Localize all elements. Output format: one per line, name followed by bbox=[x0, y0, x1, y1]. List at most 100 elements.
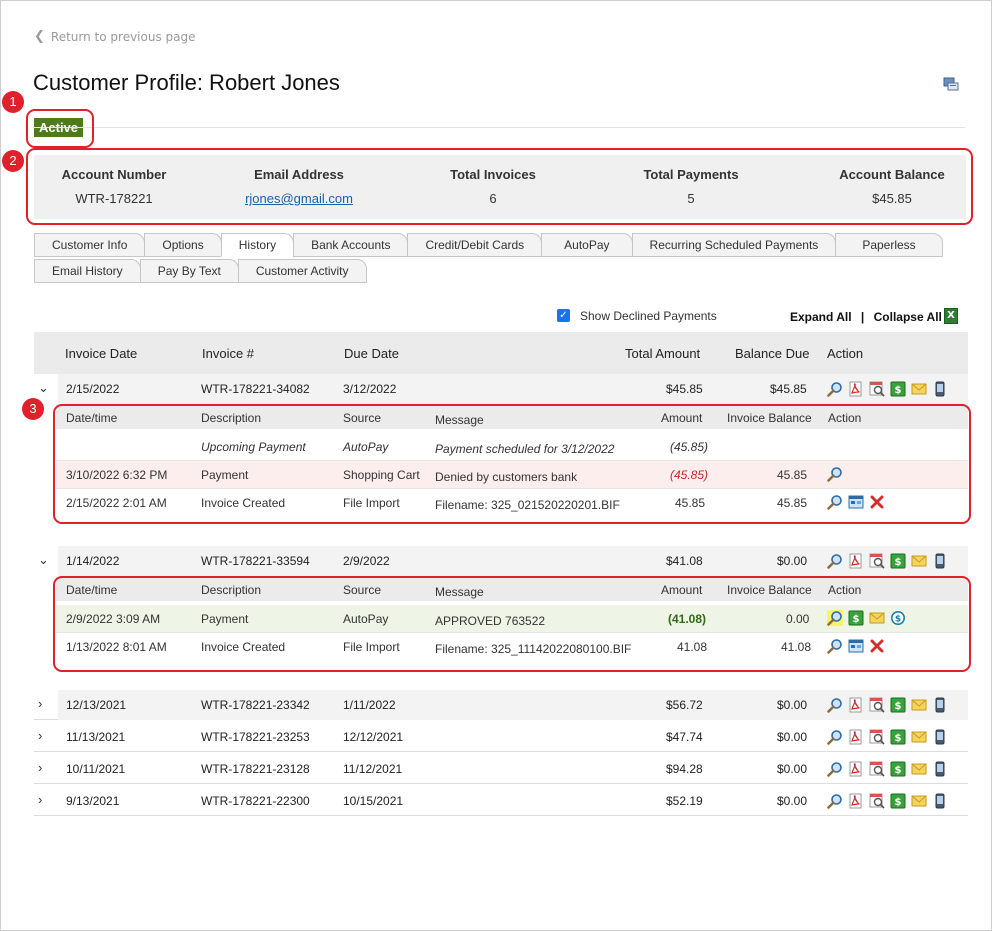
pdf-preview-icon[interactable] bbox=[869, 729, 885, 745]
divider bbox=[33, 127, 965, 128]
excel-export-icon[interactable]: X bbox=[944, 308, 958, 324]
tab-credit-debit-cards[interactable]: Credit/Debit Cards bbox=[407, 233, 543, 257]
collapse-all-button[interactable]: Collapse All bbox=[873, 310, 942, 324]
envelope-icon[interactable] bbox=[911, 697, 927, 713]
page-title: Customer Profile: Robert Jones bbox=[33, 70, 340, 95]
pdf-preview-icon[interactable] bbox=[869, 761, 885, 777]
svg-text:$: $ bbox=[895, 765, 902, 776]
tab-customer-activity[interactable]: Customer Activity bbox=[237, 259, 367, 283]
dollar-payment-icon[interactable]: $ bbox=[890, 697, 906, 713]
tab-options[interactable]: Options bbox=[144, 233, 222, 257]
print-icon[interactable] bbox=[943, 76, 959, 92]
dollar-payment-icon[interactable]: $ bbox=[890, 553, 906, 569]
magnifier-icon[interactable] bbox=[827, 638, 843, 654]
account-summary: Account Number WTR-178221 Email Address … bbox=[34, 155, 966, 219]
pdf-preview-icon[interactable] bbox=[869, 381, 885, 397]
pdf-icon[interactable] bbox=[848, 553, 864, 569]
expand-chevron-icon[interactable]: › bbox=[38, 696, 43, 711]
dollar-payment-icon[interactable]: $ bbox=[890, 381, 906, 397]
svg-text:$: $ bbox=[895, 385, 902, 396]
edit-invoice-icon[interactable] bbox=[848, 638, 864, 654]
expand-chevron-icon[interactable]: › bbox=[38, 792, 43, 807]
pdf-preview-icon[interactable] bbox=[869, 553, 885, 569]
envelope-icon[interactable] bbox=[911, 553, 927, 569]
envelope-icon[interactable] bbox=[911, 729, 927, 745]
invoice-row: › 12/13/2021 WTR-178221-23342 1/11/2022 … bbox=[34, 690, 968, 720]
collapse-chevron-icon[interactable]: ⌄ bbox=[38, 380, 49, 395]
pdf-preview-icon[interactable] bbox=[869, 697, 885, 713]
pdf-icon[interactable] bbox=[848, 793, 864, 809]
detail-row: 1/13/2022 8:01 AM Invoice Created File I… bbox=[66, 640, 812, 656]
envelope-icon[interactable] bbox=[869, 610, 885, 626]
svg-text:$: $ bbox=[895, 615, 901, 625]
tabs-row-2: Email History Pay By Text Customer Activ… bbox=[34, 259, 367, 283]
magnifier-icon[interactable] bbox=[827, 793, 843, 809]
expand-chevron-icon[interactable]: › bbox=[38, 760, 43, 775]
mobile-phone-icon[interactable] bbox=[932, 697, 948, 713]
svg-text:$: $ bbox=[895, 797, 902, 808]
show-declined-label: Show Declined Payments bbox=[580, 309, 717, 323]
pdf-icon[interactable] bbox=[848, 697, 864, 713]
magnifier-icon[interactable] bbox=[827, 466, 843, 482]
expand-all-button[interactable]: Expand All bbox=[790, 310, 852, 324]
mobile-phone-icon[interactable] bbox=[932, 381, 948, 397]
tab-pay-by-text[interactable]: Pay By Text bbox=[139, 259, 239, 283]
show-declined-checkbox[interactable]: ✓ bbox=[557, 309, 570, 322]
mobile-phone-icon[interactable] bbox=[932, 761, 948, 777]
chevron-left-icon: ❮ bbox=[34, 29, 45, 44]
tab-customer-info[interactable]: Customer Info bbox=[34, 233, 146, 257]
detail-row: 2/15/2022 2:01 AM Invoice Created File I… bbox=[66, 496, 808, 512]
detail-row: Upcoming Payment AutoPay Payment schedul… bbox=[56, 433, 968, 461]
pdf-preview-icon[interactable] bbox=[869, 793, 885, 809]
callout-number-1: 1 bbox=[2, 91, 24, 113]
mobile-phone-icon[interactable] bbox=[932, 793, 948, 809]
callout-number-2: 2 bbox=[2, 150, 24, 172]
magnifier-icon[interactable] bbox=[827, 729, 843, 745]
callout-box-2 bbox=[26, 148, 973, 225]
svg-text:$: $ bbox=[853, 614, 860, 625]
svg-text:$: $ bbox=[895, 701, 902, 712]
magnifier-icon[interactable] bbox=[827, 553, 843, 569]
collapse-chevron-icon[interactable]: ⌄ bbox=[38, 552, 49, 567]
tab-recurring-scheduled-payments[interactable]: Recurring Scheduled Payments bbox=[631, 233, 837, 257]
dollar-payment-icon[interactable]: $ bbox=[890, 761, 906, 777]
magnifier-icon[interactable] bbox=[827, 381, 843, 397]
back-link[interactable]: ❮ Return to previous page bbox=[34, 29, 196, 44]
magnifier-icon[interactable] bbox=[827, 761, 843, 777]
pdf-icon[interactable] bbox=[848, 729, 864, 745]
callout-number-3: 3 bbox=[22, 398, 44, 420]
magnifier-icon[interactable] bbox=[827, 494, 843, 510]
invoice-row: › 9/13/2021 WTR-178221-22300 10/15/2021 … bbox=[34, 786, 968, 816]
envelope-icon[interactable] bbox=[911, 381, 927, 397]
delete-x-icon[interactable] bbox=[869, 638, 885, 654]
mobile-phone-icon[interactable] bbox=[932, 729, 948, 745]
svg-text:$: $ bbox=[895, 557, 902, 568]
invoice-table-header: Invoice Date Invoice # Due Date Total Am… bbox=[34, 332, 968, 374]
dollar-payment-icon[interactable]: $ bbox=[890, 729, 906, 745]
mobile-phone-icon[interactable] bbox=[932, 553, 948, 569]
invoice-row: › 10/11/2021 WTR-178221-23128 11/12/2021… bbox=[34, 754, 968, 784]
envelope-icon[interactable] bbox=[911, 761, 927, 777]
callout-box-1 bbox=[26, 109, 94, 148]
email-link[interactable]: rjones@gmail.com bbox=[245, 191, 353, 206]
edit-invoice-icon[interactable] bbox=[848, 494, 864, 510]
invoice-row: › 11/13/2021 WTR-178221-23253 12/12/2021… bbox=[34, 722, 968, 752]
envelope-icon[interactable] bbox=[911, 793, 927, 809]
tab-history[interactable]: History bbox=[220, 233, 295, 257]
tab-paperless[interactable]: Paperless bbox=[835, 233, 943, 257]
tab-email-history[interactable]: Email History bbox=[34, 259, 141, 283]
pdf-icon[interactable] bbox=[848, 761, 864, 777]
expand-chevron-icon[interactable]: › bbox=[38, 728, 43, 743]
dollar-payment-icon[interactable]: $ bbox=[848, 610, 864, 626]
delete-x-icon[interactable] bbox=[869, 494, 885, 510]
tab-autopay[interactable]: AutoPay bbox=[541, 233, 633, 257]
pdf-icon[interactable] bbox=[848, 381, 864, 397]
refund-icon[interactable]: $ bbox=[890, 610, 906, 626]
tab-bank-accounts[interactable]: Bank Accounts bbox=[293, 233, 409, 257]
magnifier-icon[interactable] bbox=[827, 610, 843, 626]
callout-box-4 bbox=[53, 576, 971, 672]
dollar-payment-icon[interactable]: $ bbox=[890, 793, 906, 809]
detail-row-declined: 3/10/2022 6:32 PM Payment Shopping Cart … bbox=[56, 461, 968, 489]
callout-box-3 bbox=[53, 404, 971, 524]
magnifier-icon[interactable] bbox=[827, 697, 843, 713]
